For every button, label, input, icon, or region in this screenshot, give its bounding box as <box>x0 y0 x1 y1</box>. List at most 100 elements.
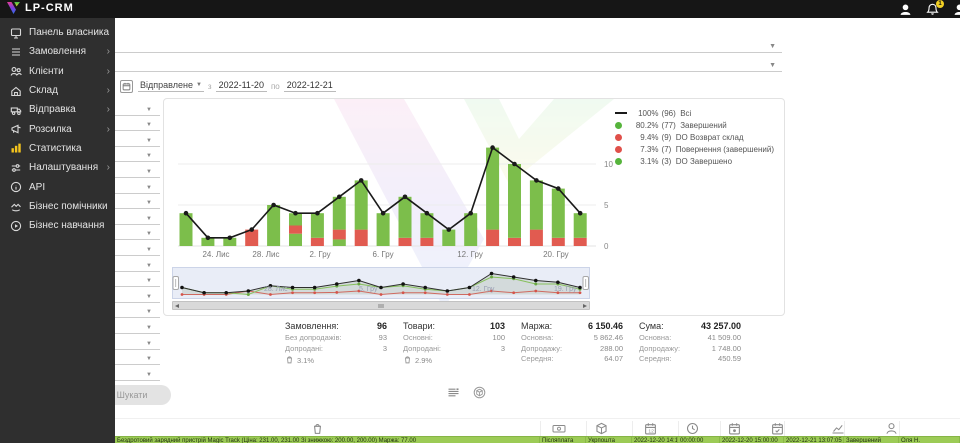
sidebar-item-shipping[interactable]: Відправка › <box>0 100 115 119</box>
order-cell-7: Завершений <box>844 437 899 443</box>
date-to-input[interactable]: 2022-12-21 <box>283 80 336 92</box>
chevron-right-icon: › <box>106 65 110 77</box>
sidebar-item-clients[interactable]: Клієнти › <box>0 62 115 81</box>
date-sent-icon[interactable] <box>728 422 741 435</box>
side-filter-select-1[interactable]: ▼ <box>115 100 160 116</box>
chevron-right-icon: › <box>106 104 110 116</box>
svg-text:12. Гру: 12. Гру <box>472 286 495 293</box>
orders-chart[interactable]: 0 5 10 24. Лис 28. Лис 2. Гру 6. Гру 12. Гру 20.… <box>172 99 624 265</box>
side-filter-select-9[interactable]: ▼ <box>115 225 160 241</box>
side-filter-select-12[interactable]: ▼ <box>115 272 160 288</box>
side-filter-select-5[interactable]: ▼ <box>115 162 160 178</box>
time-clock-icon[interactable] <box>686 422 699 435</box>
stat-title: Маржа: <box>521 321 553 331</box>
payment-banknote-icon[interactable] <box>552 422 566 435</box>
status-chart-icon[interactable] <box>831 422 844 435</box>
stat-value: 103 <box>489 321 505 331</box>
side-filter-select-3[interactable]: ▼ <box>115 131 160 147</box>
orders-icon <box>10 46 22 58</box>
legend-item-3[interactable]: 7.3% (7) Повернення (завершений) <box>614 143 774 155</box>
list-view-icon[interactable] <box>447 386 460 404</box>
filter-select-2[interactable]: ▼ <box>115 54 782 72</box>
date-from-prefix: з <box>207 81 212 91</box>
sidebar-item-helpers[interactable]: Бізнес помічники <box>0 197 115 216</box>
sidebar-item-label: Панель власника <box>29 27 110 39</box>
sidebar-item-dashboard[interactable]: Панель власника <box>0 23 115 42</box>
side-filter-select-16[interactable]: ▼ <box>115 334 160 350</box>
side-filter-select-10[interactable]: ▼ <box>115 240 160 256</box>
chevron-down-icon: ▼ <box>146 246 152 253</box>
stat-value: 6 150.46 <box>587 321 623 331</box>
side-filter-select-8[interactable]: ▼ <box>115 209 160 225</box>
side-filter-select-4[interactable]: ▼ <box>115 147 160 163</box>
chevron-right-icon: › <box>106 85 110 97</box>
profile-icon-partial[interactable] <box>953 3 960 16</box>
side-filter-select-14[interactable]: ▼ <box>115 303 160 319</box>
side-filter-select-2[interactable]: ▼ <box>115 116 160 132</box>
filter-select-1[interactable]: ▼ <box>115 30 782 53</box>
sidebar-item-mailing[interactable]: Розсилка › <box>0 119 115 138</box>
chevron-down-icon: ▼ <box>146 278 152 285</box>
svg-text:5: 5 <box>604 201 609 210</box>
date-created-icon[interactable]: 12 <box>644 422 657 435</box>
topbar: LP-CRM 1 <box>0 0 960 18</box>
sidebar-item-orders[interactable]: Замовлення › <box>0 42 115 61</box>
package-view-icon[interactable] <box>473 386 486 404</box>
chevron-down-icon: ▼ <box>769 62 776 69</box>
sidebar-item-statistics[interactable]: Статистика <box>0 139 115 158</box>
side-filter-select-11[interactable]: ▼ <box>115 256 160 272</box>
side-filter-select-13[interactable]: ▼ <box>115 287 160 303</box>
upsell-percent: 2.9% <box>415 356 433 365</box>
chart-card: 0 5 10 24. Лис 28. Лис 2. Гру 6. Гру 12. Гру 20.… <box>163 98 785 316</box>
order-cell-0: Бездротовий зарядний пристрій Magic Trac… <box>115 437 540 443</box>
stat-column-1: Товари: 103 Основні: 100 Допродані: 3 2.9% <box>403 321 505 365</box>
date-from-input[interactable]: 2022-11-20 <box>215 80 267 92</box>
legend-dot-icon <box>614 133 629 141</box>
product-bag-icon[interactable] <box>311 422 324 435</box>
chevron-down-icon: ▼ <box>146 215 152 222</box>
legend-item-4[interactable]: 3.1% (3) DO Завершено <box>614 155 774 167</box>
chart-legend: 100% (96) Всі 80.2% (77) Завершений 9.4% (9) … <box>614 107 774 167</box>
manager-person-icon[interactable] <box>885 422 898 435</box>
sidebar-item-label: Бізнес навчання <box>29 220 105 232</box>
side-filter-select-17[interactable]: ▼ <box>115 350 160 366</box>
sidebar-item-label: Клієнти <box>29 65 64 77</box>
summary-stats: Замовлення: 96 Без допродажів: 93 Допродані:… <box>285 321 741 366</box>
sidebar-item-training[interactable]: Бізнес навчання <box>0 216 115 235</box>
sidebar-item-warehouse[interactable]: Склад › <box>0 81 115 100</box>
chevron-down-icon: ▼ <box>146 340 152 347</box>
chart-scrollbar[interactable] <box>172 301 590 310</box>
svg-text:28. Лис: 28. Лис <box>264 286 288 293</box>
notifications-bell-icon[interactable]: 1 <box>926 0 944 16</box>
svg-text:12. Гру: 12. Гру <box>457 250 483 259</box>
side-filter-select-7[interactable]: ▼ <box>115 194 160 210</box>
sidebar-item-api[interactable]: API <box>0 177 115 196</box>
order-cell-3: 2022-12-20 14:14:04 <box>634 437 678 443</box>
sidebar: Панель власника Замовлення › Клієнти › Склад ›… <box>0 18 115 443</box>
side-filter-selects: ▼ ▼ ▼ ▼ ▼ ▼ ▼ ▼ ▼ ▼ ▼ ▼ ▼ ▼ ▼ ▼ ▼ ▼ <box>115 100 160 381</box>
user-status-icon[interactable] <box>899 3 912 16</box>
chart-navigator[interactable]: 28. Лис 5. Гру 12. Гру 19. Гру <box>172 267 590 299</box>
side-filter-select-15[interactable]: ▼ <box>115 318 160 334</box>
sidebar-item-settings[interactable]: Налаштування › <box>0 158 115 177</box>
scroll-right-icon[interactable] <box>583 304 587 308</box>
date-closed-icon[interactable] <box>771 422 784 435</box>
date-type-select[interactable]: Відправлене ▼ <box>138 80 204 92</box>
order-cell-4: 00:00:00 <box>678 437 720 443</box>
side-filter-select-6[interactable]: ▼ <box>115 178 160 194</box>
legend-item-2[interactable]: 9.4% (9) DO Возврат склад <box>614 131 774 143</box>
notification-badge: 1 <box>936 0 944 8</box>
order-cell-1: Післяплата <box>540 437 586 443</box>
scroll-left-icon[interactable] <box>175 304 179 308</box>
legend-item-0[interactable]: 100% (96) Всі <box>614 107 774 119</box>
brand-logo[interactable]: LP-CRM <box>6 1 74 15</box>
order-cell-6: 2022-12-21 13:07:05 <box>784 437 844 443</box>
scrollbar-grip[interactable] <box>378 303 384 308</box>
calendar-button[interactable] <box>120 79 133 93</box>
stat-column-0: Замовлення: 96 Без допродажів: 93 Допродані:… <box>285 321 387 365</box>
side-filter-select-18[interactable]: ▼ <box>115 365 160 381</box>
delivery-cube-icon[interactable] <box>595 422 608 435</box>
order-row-completed[interactable]: Бездротовий зарядний пристрій Magic Trac… <box>115 436 960 443</box>
brand-name: LP-CRM <box>25 2 74 14</box>
legend-item-1[interactable]: 80.2% (77) Завершений <box>614 119 774 131</box>
